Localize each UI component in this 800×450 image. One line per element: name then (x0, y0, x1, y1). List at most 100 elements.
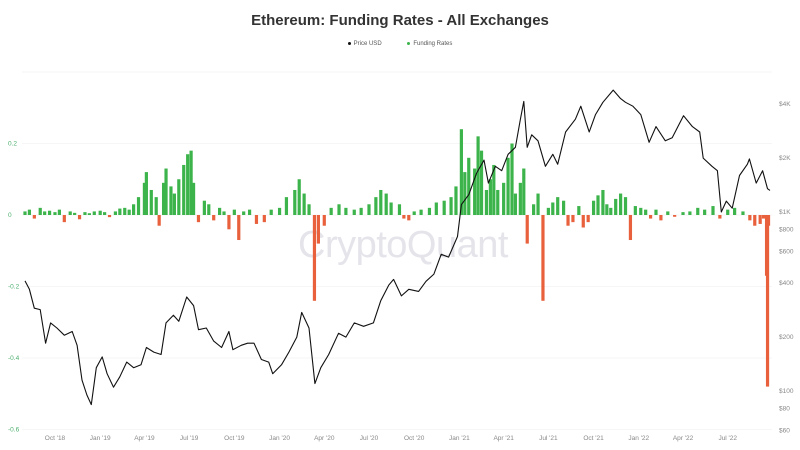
right-tick-label: $4K (779, 101, 791, 108)
funding-bar (586, 215, 590, 223)
funding-bar (154, 197, 158, 215)
funding-bar (454, 186, 458, 215)
funding-bar (123, 207, 127, 215)
x-tick-label: Apr '19 (134, 435, 155, 442)
funding-bar (601, 189, 605, 215)
funding-bar (277, 207, 282, 215)
funding-bar (605, 204, 609, 215)
funding-bar (38, 207, 42, 215)
funding-bar (525, 215, 529, 244)
funding-bar (186, 154, 190, 215)
funding-bar (748, 215, 752, 221)
x-tick-label: Apr '20 (314, 435, 335, 442)
funding-bar (733, 207, 737, 215)
x-tick-label: Jul '22 (718, 435, 737, 442)
funding-bar (384, 193, 388, 215)
funding-bar (434, 202, 438, 215)
funding-bar (136, 197, 141, 215)
funding-bar (623, 197, 628, 215)
funding-bar (442, 200, 446, 215)
funding-bar (510, 143, 514, 215)
funding-bar (212, 215, 216, 221)
right-tick-label: $1K (779, 209, 791, 216)
legend-item-funding[interactable]: Funding Rates (407, 41, 452, 47)
funding-bar (397, 204, 402, 215)
right-tick-label: $800 (779, 226, 794, 233)
funding-bar (118, 208, 122, 215)
funding-bar (479, 150, 484, 215)
legend-funding-marker (407, 41, 411, 45)
funding-bar (172, 193, 176, 215)
funding-bar (591, 200, 596, 215)
funding-bar (389, 202, 393, 215)
funding-bar (161, 182, 166, 215)
funding-bar (654, 209, 658, 215)
right-tick-label: $400 (779, 280, 794, 287)
funding-bar (87, 213, 91, 215)
funding-bar (644, 209, 648, 215)
funding-bar (427, 207, 432, 215)
funding-bar (513, 193, 518, 215)
funding-bar (766, 215, 771, 226)
funding-bar (169, 186, 173, 215)
funding-bar (47, 210, 52, 215)
funding-bar (218, 207, 222, 215)
funding-bar (227, 215, 231, 230)
funding-bar (666, 211, 670, 215)
funding-bar (142, 182, 147, 215)
funding-bar (312, 215, 317, 301)
funding-bar (164, 168, 168, 215)
watermark: CryptoQuant (298, 224, 508, 266)
x-tick-label: Jul '21 (539, 435, 558, 442)
legend-item-price[interactable]: Price USD (347, 41, 382, 47)
funding-bar (648, 215, 653, 219)
funding-bar (254, 215, 259, 224)
left-tick-label: 0.2 (8, 141, 17, 148)
funding-bar (467, 157, 471, 215)
funding-bar (522, 168, 526, 215)
funding-bar (488, 179, 492, 215)
funding-bar (232, 209, 236, 215)
funding-bar (293, 189, 297, 215)
funding-bar (633, 206, 637, 215)
funding-bar (518, 182, 522, 215)
left-tick-label: -0.4 (8, 355, 20, 362)
funding-bar (541, 215, 545, 301)
chart-title: Ethereum: Funding Rates - All Exchanges (251, 12, 549, 29)
funding-bar (242, 211, 246, 215)
funding-bar (222, 211, 226, 215)
right-tick-label: $200 (779, 334, 794, 341)
funding-bar (202, 200, 206, 215)
funding-bar (581, 215, 585, 228)
left-tick-label: 0 (8, 212, 12, 219)
funding-bar (551, 202, 555, 215)
funding-bar (62, 215, 66, 223)
funding-bar (144, 172, 148, 215)
left-tick-label: -0.2 (8, 284, 20, 291)
funding-bar (556, 197, 560, 215)
legend: Price USD Funding Rates (0, 41, 800, 47)
funding-bar (562, 200, 566, 215)
x-tick-label: Oct '19 (224, 435, 245, 442)
x-tick-label: Apr '21 (493, 435, 514, 442)
x-tick-label: Oct '20 (404, 435, 425, 442)
funding-bar (762, 215, 766, 219)
legend-price-label: Price USD (353, 41, 382, 47)
legend-price-marker (347, 41, 351, 45)
funding-bar (297, 179, 301, 215)
funding-bar (53, 212, 57, 215)
funding-bar (103, 212, 107, 215)
funding-bar (463, 172, 467, 215)
funding-bar (68, 211, 72, 215)
funding-bar (609, 207, 613, 215)
funding-bar (753, 215, 757, 226)
funding-bar (566, 215, 570, 226)
funding-bar (359, 207, 363, 215)
x-tick-label: Jul '19 (180, 435, 199, 442)
funding-bar (77, 215, 82, 220)
funding-bar (492, 164, 496, 215)
funding-bar (57, 209, 61, 215)
price-line (24, 89, 771, 406)
funding-bar (307, 204, 311, 215)
